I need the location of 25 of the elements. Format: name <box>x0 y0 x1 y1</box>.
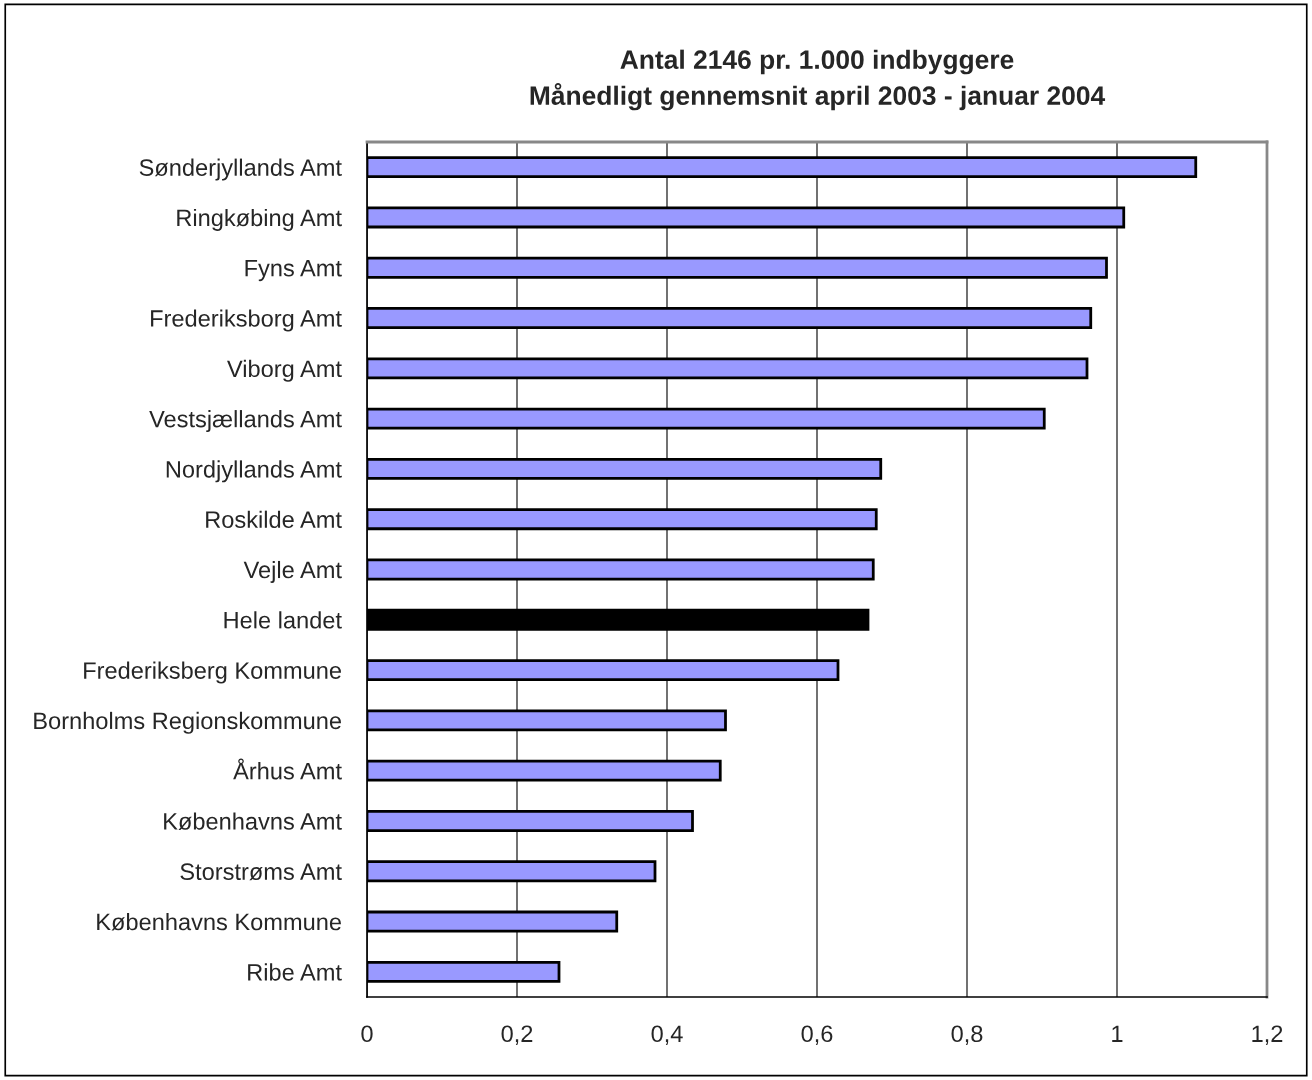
y-tick-label: Ringkøbing Amt <box>177 208 342 231</box>
x-tick-label: 0,6 <box>801 1025 833 1045</box>
y-tick-label: Vestsjællands Amt <box>149 410 342 433</box>
x-tick-label: 1,2 <box>1252 1025 1283 1045</box>
x-tick-label: 0 <box>361 1025 373 1043</box>
x-tick-label: 1 <box>1112 1025 1123 1042</box>
chart-title: Antal 2146 pr. 1.000 indbyggere Månedligt gennemsnit april 2003 - januar 2004 <box>530 49 1106 111</box>
x-tick-label: 0,2 <box>501 1025 533 1045</box>
y-tick-label: Ribe Amt <box>248 963 342 981</box>
y-tick-label: Viborg Amt <box>227 359 342 382</box>
x-tick-label: 0,8 <box>951 1025 983 1045</box>
y-tick-label: Storstrøms Amt <box>180 863 342 881</box>
y-tick-label: Hele landet <box>224 611 342 629</box>
y-tick-label: Vejle Amt <box>243 560 342 583</box>
y-tick-label: Bornholms Regionskommune <box>34 711 341 734</box>
y-tick-label: Roskilde Amt <box>206 510 342 528</box>
y-tick-label: Århus Amt <box>233 758 342 780</box>
y-tick-label: Fyns Amt <box>245 260 342 282</box>
x-tick-label: 0,4 <box>651 1025 683 1045</box>
y-tick-label: Københavns Amt <box>164 812 342 830</box>
y-tick-label: Sønderjyllands Amt <box>139 158 342 181</box>
y-tick-label: Københavns Kommune <box>97 913 341 931</box>
y-tick-label: Frederiksberg Kommune <box>84 661 341 684</box>
y-tick-label: Nordjyllands Amt <box>166 460 342 483</box>
y-tick-label: Frederiksborg Amt <box>151 309 342 332</box>
